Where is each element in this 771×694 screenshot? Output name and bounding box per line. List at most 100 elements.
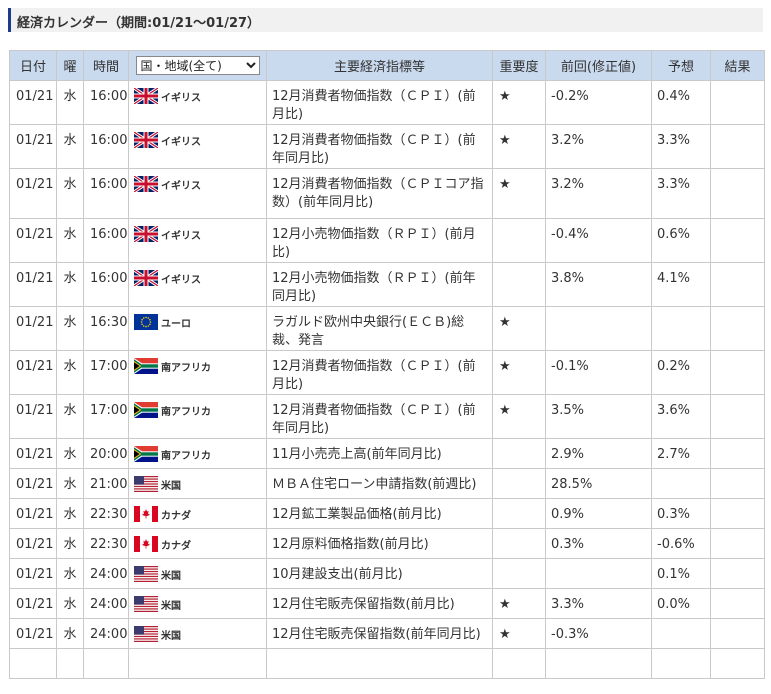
header-region: 国・地域(全て) (128, 50, 267, 81)
uk-flag-icon (133, 224, 159, 248)
cell-forecast: 3.3% (651, 124, 711, 169)
cell-result (710, 558, 765, 589)
header-dow: 曜 (56, 50, 84, 81)
country-name: 米国 (161, 481, 181, 492)
cell-dow: 水 (56, 588, 84, 619)
cell-result (710, 438, 765, 469)
cell-country: イギリス (128, 80, 267, 125)
cell-previous: 2.9% (545, 438, 652, 469)
cell-previous: 3.2% (545, 168, 652, 219)
table-row: 01/21 水 16:00 イギリス 12月消費者物価指数（ＣＰＩコア指数）(前年同月比… (9, 168, 765, 219)
country-name: イギリス (161, 231, 201, 242)
cell-dow: 水 (56, 124, 84, 169)
cell-date: 01/21 (9, 394, 57, 439)
cell-date: 01/21 (9, 80, 57, 125)
cell-time: 20:00 (83, 438, 129, 469)
cell-time: 16:00 (83, 218, 129, 263)
empty-cell (492, 648, 546, 679)
cell-importance: ★ (492, 618, 546, 649)
cell-country: ユーロ (128, 306, 267, 351)
table-row: 01/21 水 16:00 イギリス 12月小売物価指数（ＲＰＩ）(前年同月比) 3.8%… (9, 262, 765, 307)
cell-previous (545, 558, 652, 589)
country-name: 南アフリカ (161, 363, 211, 374)
cell-previous: 3.8% (545, 262, 652, 307)
economic-calendar-table: 日付 曜 時間 国・地域(全て) 主要経済指標等 重要度 前回(修正値) 予想 … (9, 50, 765, 679)
cell-time: 21:00 (83, 468, 129, 499)
table-row: 01/21 水 16:30 ユーロ ラガルド欧州中央銀行(ＥＣＢ)総裁、発言 ★ (9, 306, 765, 351)
cell-indicator: 12月鉱工業製品価格(前月比) (266, 498, 493, 529)
cell-time: 16:30 (83, 306, 129, 351)
cell-indicator: 12月消費者物価指数（ＣＰＩコア指数）(前年同月比) (266, 168, 493, 219)
cell-dow: 水 (56, 468, 84, 499)
cell-previous: 28.5% (545, 468, 652, 499)
cell-previous (545, 306, 652, 351)
country-name: 米国 (161, 631, 181, 642)
cell-forecast: 0.2% (651, 350, 711, 395)
cell-dow: 水 (56, 498, 84, 529)
table-row: 01/21 水 24:00 米国 12月住宅販売保留指数(前月比) ★ 3.3% 0.0% (9, 588, 765, 619)
cell-previous: 0.9% (545, 498, 652, 529)
cell-time: 17:00 (83, 350, 129, 395)
table-row: 01/21 水 21:00 米国 ＭＢＡ住宅ローン申請指数(前週比) 28.5% (9, 468, 765, 499)
cell-result (710, 306, 765, 351)
cell-result (710, 350, 765, 395)
country-name: 米国 (161, 601, 181, 612)
cell-date: 01/21 (9, 468, 57, 499)
cell-result (710, 498, 765, 529)
uk-flag-icon (133, 174, 159, 198)
za-flag-icon (134, 358, 158, 380)
empty-cell (128, 648, 267, 679)
cell-forecast: 0.4% (651, 80, 711, 125)
region-select[interactable]: 国・地域(全て) (135, 56, 260, 75)
cell-result (710, 262, 765, 307)
cell-country: 米国 (128, 618, 267, 649)
cell-importance: ★ (492, 394, 546, 439)
cell-result (710, 124, 765, 169)
cell-date: 01/21 (9, 168, 57, 219)
cell-importance (492, 558, 546, 589)
us-flag-icon (134, 566, 158, 588)
uk-flag-icon (133, 268, 159, 292)
empty-cell (9, 648, 57, 679)
cell-importance: ★ (492, 306, 546, 351)
cell-forecast: 0.6% (651, 218, 711, 263)
cell-indicator: 12月原料価格指数(前月比) (266, 528, 493, 559)
table-body: 01/21 水 16:00 イギリス 12月消費者物価指数（ＣＰＩ）(前月比) ★ -0.2… (9, 80, 765, 679)
ca-flag-icon (134, 506, 158, 528)
cell-indicator: 10月建設支出(前月比) (266, 558, 493, 589)
cell-date: 01/21 (9, 262, 57, 307)
cell-country: イギリス (128, 168, 267, 219)
table-row: 01/21 水 16:00 イギリス 12月小売物価指数（ＲＰＩ）(前月比) -0.4% 0… (9, 218, 765, 263)
cell-time: 16:00 (83, 80, 129, 125)
empty-cell (266, 648, 493, 679)
cell-importance: ★ (492, 588, 546, 619)
country-name: 南アフリカ (161, 451, 211, 462)
cell-country: カナダ (128, 528, 267, 559)
cell-indicator: 12月住宅販売保留指数(前月比) (266, 588, 493, 619)
us-flag-icon (134, 476, 158, 498)
cell-result (710, 218, 765, 263)
header-time: 時間 (83, 50, 129, 81)
cell-result (710, 618, 765, 649)
cell-date: 01/21 (9, 438, 57, 469)
cell-indicator: ＭＢＡ住宅ローン申請指数(前週比) (266, 468, 493, 499)
empty-cell (651, 648, 711, 679)
cell-dow: 水 (56, 618, 84, 649)
cell-importance (492, 468, 546, 499)
cell-forecast: -0.6% (651, 528, 711, 559)
cell-previous: 3.5% (545, 394, 652, 439)
country-name: カナダ (161, 541, 191, 552)
cell-result (710, 168, 765, 219)
cell-dow: 水 (56, 558, 84, 589)
header-forecast: 予想 (651, 50, 711, 81)
cell-result (710, 588, 765, 619)
cell-forecast: 3.6% (651, 394, 711, 439)
cell-time: 16:00 (83, 262, 129, 307)
us-flag-icon (134, 596, 158, 618)
cell-previous: 3.2% (545, 124, 652, 169)
empty-cell (83, 648, 129, 679)
header-importance: 重要度 (492, 50, 546, 81)
cell-dow: 水 (56, 528, 84, 559)
cell-dow: 水 (56, 350, 84, 395)
header-previous: 前回(修正値) (545, 50, 652, 81)
